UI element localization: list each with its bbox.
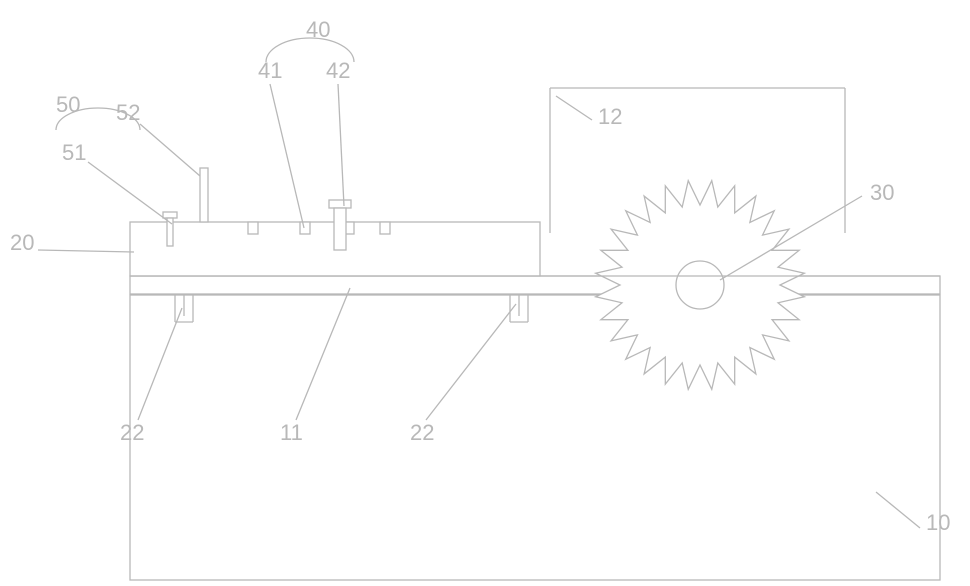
label-20: 20 — [10, 230, 34, 255]
label-10: 10 — [926, 510, 950, 535]
label-42: 42 — [326, 58, 350, 83]
leader-l20 — [38, 250, 134, 252]
label-40: 40 — [306, 17, 330, 42]
label-30: 30 — [870, 180, 894, 205]
block-slot — [300, 222, 310, 234]
block-slot — [380, 222, 390, 234]
label-11: 11 — [280, 420, 303, 445]
rail — [130, 276, 940, 294]
label-52: 52 — [116, 100, 140, 125]
leader-l42 — [338, 84, 344, 206]
label-51: 51 — [62, 140, 86, 165]
leader-l12 — [556, 96, 592, 120]
leader-l52 — [140, 124, 200, 176]
block-slot — [248, 222, 258, 234]
label-41: 41 — [258, 58, 282, 83]
gear-hub — [676, 261, 724, 309]
label-22: 22 — [410, 420, 434, 445]
rod-52 — [200, 168, 208, 222]
gear — [596, 181, 805, 390]
label-50: 50 — [56, 92, 80, 117]
base-box — [130, 295, 940, 580]
leader-l51 — [88, 162, 172, 224]
leader-l41 — [270, 84, 304, 228]
label-12: 12 — [598, 104, 622, 129]
label-22: 22 — [120, 420, 144, 445]
